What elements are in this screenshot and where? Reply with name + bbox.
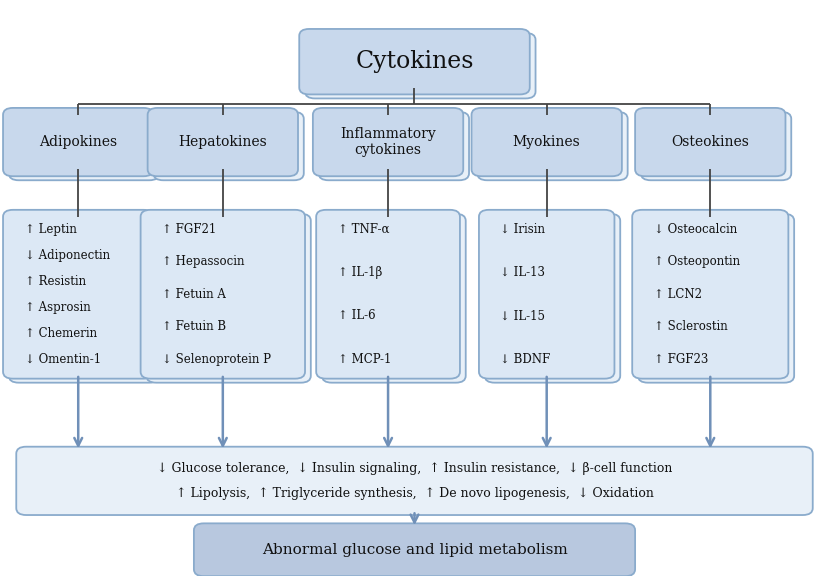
Text: ↑ Resistin: ↑ Resistin [25,275,85,288]
FancyBboxPatch shape [153,112,303,180]
Text: ↑ Lipolysis,  ↑ Triglyceride synthesis,  ↑ De novo lipogenesis,  ↓ Oxidation: ↑ Lipolysis, ↑ Triglyceride synthesis, ↑… [176,487,652,500]
FancyBboxPatch shape [477,112,627,180]
FancyBboxPatch shape [312,108,463,176]
Text: ↑ Hepassocin: ↑ Hepassocin [162,255,244,268]
Text: ↑ FGF21: ↑ FGF21 [162,223,216,236]
Text: ↓ Omentin-1: ↓ Omentin-1 [25,353,100,366]
FancyBboxPatch shape [638,214,793,383]
Text: ↓ Selenoprotein P: ↓ Selenoprotein P [162,353,271,366]
Text: ↓ IL-15: ↓ IL-15 [500,309,545,323]
Text: ↑ IL-6: ↑ IL-6 [337,309,375,323]
Text: ↑ FGF23: ↑ FGF23 [653,353,707,366]
FancyBboxPatch shape [17,447,811,515]
Text: Adipokines: Adipokines [39,135,117,149]
Text: ↑ TNF-α: ↑ TNF-α [337,223,388,236]
FancyBboxPatch shape [479,210,614,379]
Text: ↑ Asprosin: ↑ Asprosin [25,301,90,314]
FancyBboxPatch shape [632,210,787,379]
FancyBboxPatch shape [318,112,469,180]
FancyBboxPatch shape [484,214,619,383]
Text: Hepatokines: Hepatokines [178,135,267,149]
Text: ↑ LCN2: ↑ LCN2 [653,288,700,301]
Text: ↑ Osteopontin: ↑ Osteopontin [653,255,739,268]
FancyBboxPatch shape [321,214,465,383]
FancyBboxPatch shape [9,112,159,180]
Text: ↓ Osteocalcin: ↓ Osteocalcin [653,223,736,236]
Text: ↑ Chemerin: ↑ Chemerin [25,327,97,340]
Text: ↓ Irisin: ↓ Irisin [500,223,545,236]
Text: ↑ Sclerostin: ↑ Sclerostin [653,320,726,333]
FancyBboxPatch shape [471,108,621,176]
FancyBboxPatch shape [147,108,297,176]
FancyBboxPatch shape [315,210,460,379]
Text: ↑ IL-1β: ↑ IL-1β [337,266,382,279]
FancyBboxPatch shape [194,523,634,576]
Text: ↑ Leptin: ↑ Leptin [25,223,76,236]
Text: Inflammatory
cytokines: Inflammatory cytokines [339,127,436,157]
FancyBboxPatch shape [141,210,305,379]
FancyBboxPatch shape [147,214,310,383]
FancyBboxPatch shape [3,108,153,176]
FancyBboxPatch shape [305,33,535,99]
FancyBboxPatch shape [299,29,529,95]
FancyBboxPatch shape [9,214,159,383]
FancyBboxPatch shape [640,112,790,180]
Text: Cytokines: Cytokines [355,50,473,73]
Text: ↑ Fetuin B: ↑ Fetuin B [162,320,226,333]
Text: Osteokines: Osteokines [671,135,749,149]
Text: Abnormal glucose and lipid metabolism: Abnormal glucose and lipid metabolism [262,543,566,557]
Text: ↑ Fetuin A: ↑ Fetuin A [162,288,226,301]
Text: ↓ IL-13: ↓ IL-13 [500,266,545,279]
Text: ↑ MCP-1: ↑ MCP-1 [337,353,391,366]
FancyBboxPatch shape [634,108,784,176]
Text: ↓ Glucose tolerance,  ↓ Insulin signaling,  ↑ Insulin resistance,  ↓ β-cell func: ↓ Glucose tolerance, ↓ Insulin signaling… [156,462,672,475]
Text: ↓ BDNF: ↓ BDNF [500,353,550,366]
FancyBboxPatch shape [3,210,153,379]
Text: Myokines: Myokines [513,135,580,149]
Text: ↓ Adiponectin: ↓ Adiponectin [25,249,109,262]
